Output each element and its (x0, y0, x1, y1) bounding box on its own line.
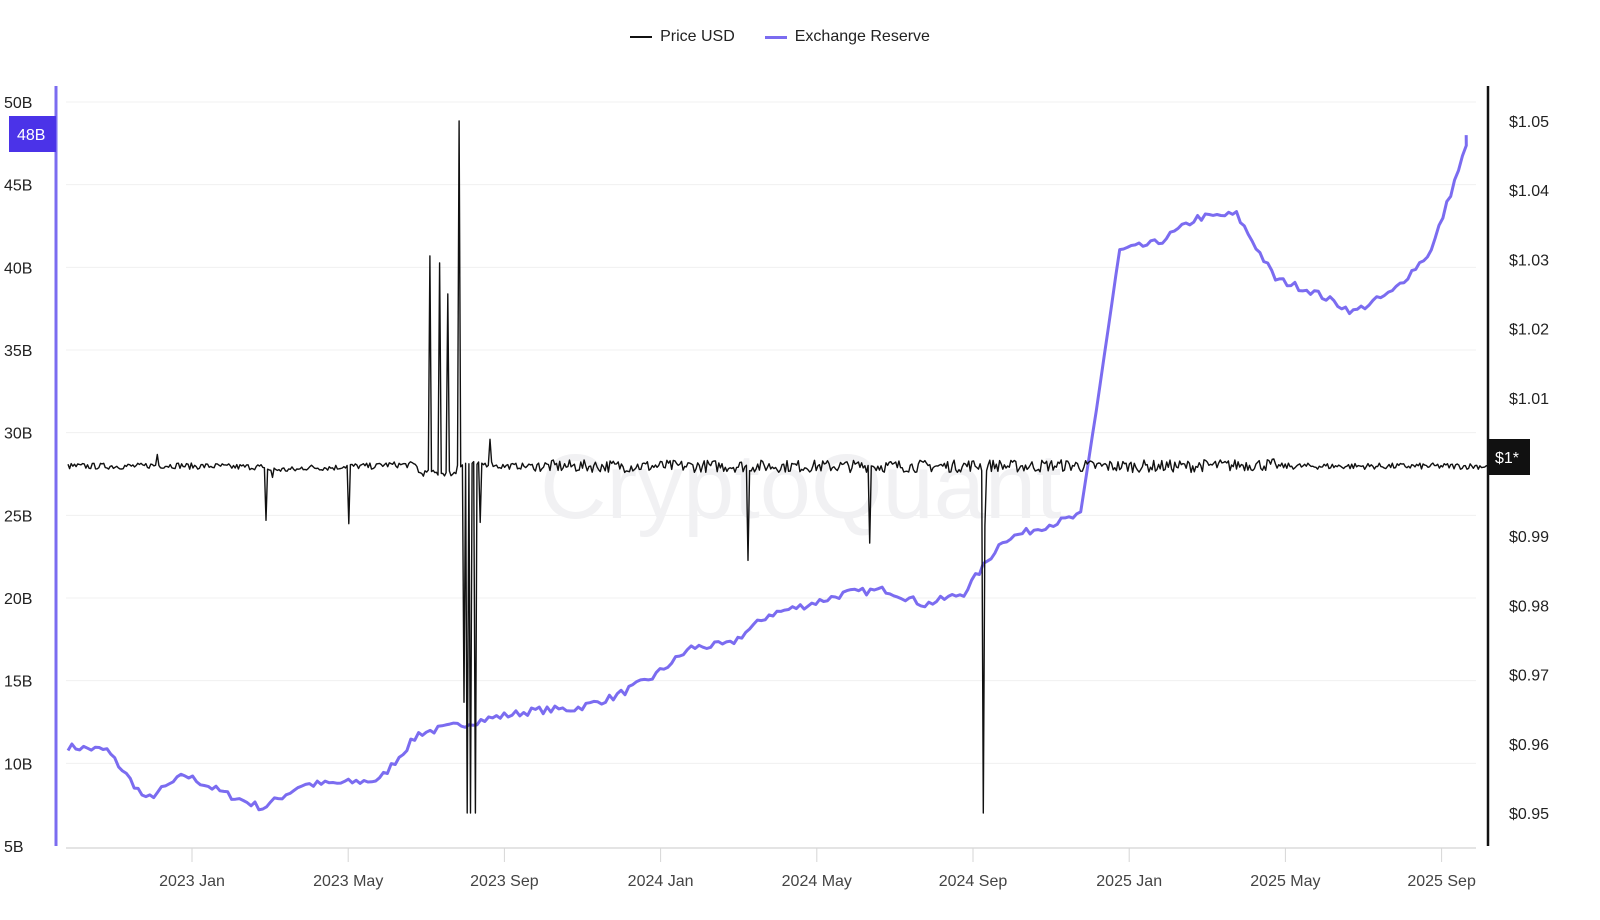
right-tick-label: $1.05 (1509, 114, 1549, 131)
right-tick-label: $0.98 (1509, 598, 1549, 615)
x-axis-ticks: 2023 Jan 2023 May 2023 Sep 2024 Jan 2024 May… (159, 848, 1476, 890)
left-tick-label: 30B (4, 426, 32, 443)
right-tick-label: $1.04 (1509, 183, 1549, 200)
right-tick-label: $0.96 (1509, 737, 1549, 754)
right-tick-label: $1.02 (1509, 322, 1549, 339)
x-tick-label: 2024 May (782, 873, 852, 890)
right-tick-label: $0.99 (1509, 529, 1549, 546)
left-tick-label: 5B (4, 839, 24, 856)
right-current-badge: $1* (1489, 439, 1530, 475)
x-tick-label: 2025 May (1250, 873, 1320, 890)
left-tick-label: 10B (4, 756, 32, 773)
right-tick-label: $1.03 (1509, 252, 1549, 269)
legend-label-reserve: Exchange Reserve (794, 28, 930, 45)
left-tick-label: 15B (4, 674, 32, 691)
left-tick-label: 40B (4, 260, 32, 277)
left-tick-label: 35B (4, 343, 32, 360)
x-tick-label: 2025 Sep (1407, 873, 1476, 890)
legend-swatch-price (630, 36, 653, 38)
x-tick-label: 2023 Jan (159, 873, 225, 890)
right-axis-ticks: $1.05 $1.04 $1.03 $1.02 $1.01 $0.99 $0.98 $0.97… (1509, 114, 1549, 823)
x-tick-label: 2023 May (313, 873, 383, 890)
right-tick-label: $0.95 (1509, 806, 1549, 823)
chart-legend: Price USD Exchange Reserve (0, 28, 1600, 46)
right-badge-text: $1* (1495, 450, 1519, 467)
watermark: CryptoQuant (540, 436, 1062, 538)
right-tick-label: $1.01 (1509, 391, 1549, 408)
right-tick-label: $0.97 (1509, 668, 1549, 685)
legend-item-reserve[interactable]: Exchange Reserve (764, 28, 930, 46)
left-tick-label: 25B (4, 508, 32, 525)
left-tick-label: 45B (4, 178, 32, 195)
x-tick-label: 2024 Jan (628, 873, 694, 890)
left-axis-ticks: 50B 45B 40B 35B 30B 25B 20B 15B 10B 5B (4, 95, 32, 856)
legend-label-price: Price USD (660, 28, 735, 45)
legend-item-price[interactable]: Price USD (630, 28, 735, 46)
gridlines (66, 101, 1476, 764)
x-tick-label: 2023 Sep (470, 873, 539, 890)
left-tick-label: 50B (4, 95, 32, 112)
x-tick-label: 2024 Sep (939, 873, 1008, 890)
legend-swatch-reserve (764, 35, 787, 39)
exchange-reserve-line[interactable] (66, 135, 1468, 812)
left-badge-text: 48B (17, 127, 45, 144)
price-usd-line[interactable] (67, 120, 1504, 814)
x-tick-label: 2025 Jan (1096, 873, 1162, 890)
left-current-badge: 48B (9, 116, 56, 152)
left-tick-label: 20B (4, 591, 32, 608)
